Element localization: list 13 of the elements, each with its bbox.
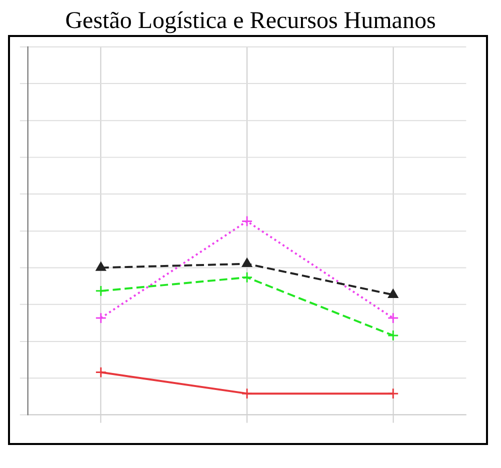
point xyxy=(388,289,398,298)
point xyxy=(241,388,253,400)
point xyxy=(242,258,252,268)
point xyxy=(241,216,253,227)
point xyxy=(387,312,399,324)
point xyxy=(387,330,399,342)
chart-title: Gestão Logística e Recursos Humanos xyxy=(64,8,437,35)
point xyxy=(387,388,399,400)
point xyxy=(95,366,107,378)
point xyxy=(95,285,107,297)
point xyxy=(241,272,253,284)
point xyxy=(95,312,107,324)
point xyxy=(96,262,106,271)
